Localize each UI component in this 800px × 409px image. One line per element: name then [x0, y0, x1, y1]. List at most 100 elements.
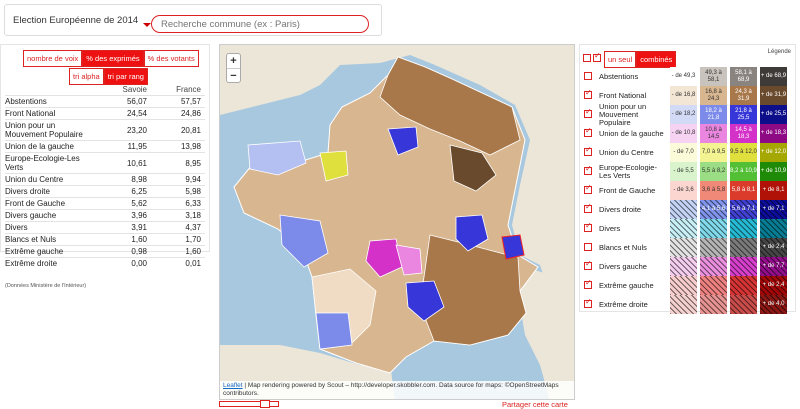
- legend-swatch: + de 12,0: [760, 143, 787, 162]
- local-value: 3,96: [97, 209, 151, 222]
- region-fn-north: [379, 56, 521, 156]
- legend-swatch: 49,3 à 58,1: [700, 67, 727, 86]
- search-input[interactable]: [151, 15, 369, 33]
- map-view[interactable]: + − Leaflet | Map rendering powered by S…: [219, 44, 575, 400]
- map-resize-handle[interactable]: [219, 400, 279, 408]
- check-all-checkbox[interactable]: [593, 51, 601, 62]
- legend-swatch: - de 5,5: [670, 162, 697, 181]
- party-label: Union de la gauche: [5, 140, 97, 153]
- region-ump-west: [247, 140, 307, 176]
- local-value: 1,60: [97, 233, 151, 246]
- party-label: Front de Gauche: [5, 197, 97, 210]
- legend-swatch: [730, 276, 757, 295]
- legend-swatch: + de 7,7: [760, 257, 787, 276]
- legend-checkbox[interactable]: [584, 126, 592, 137]
- election-selector[interactable]: Election Européenne de 2014: [13, 15, 152, 27]
- legend-checkbox[interactable]: [584, 72, 592, 80]
- legend-row: Europe-Ecologie-Les Verts - de 5,55,5 à 8…: [583, 162, 795, 181]
- zoom-in-button[interactable]: +: [230, 55, 237, 67]
- sort-alpha-button[interactable]: tri alpha: [69, 68, 104, 85]
- legend-swatch: 10,8 à 14,5: [700, 124, 727, 143]
- legend-checkbox[interactable]: [584, 221, 592, 232]
- legend-label: Union pour un Mouvement Populaire: [599, 101, 647, 127]
- legend-checkbox[interactable]: [584, 183, 592, 194]
- table-row: Extrême gauche 0,98 1,60: [5, 245, 205, 258]
- view-pct-votants-button[interactable]: % des votants: [143, 50, 199, 67]
- chevron-down-icon[interactable]: [143, 23, 152, 27]
- view-toggle: nombre de voix % des exprimés % des vota…: [23, 50, 199, 67]
- legend-swatch: [670, 219, 697, 238]
- local-value: 56,07: [97, 95, 151, 108]
- region-ump-center: [405, 280, 445, 322]
- italy-land: [520, 265, 574, 399]
- legend-checkbox[interactable]: [584, 145, 592, 156]
- party-label: Divers gauche: [5, 209, 97, 222]
- legend-label: Front de Gauche: [599, 185, 656, 195]
- zoom-out-button[interactable]: −: [227, 68, 240, 82]
- region-ump-southwest: [315, 312, 353, 350]
- region-ump-northeast: [387, 126, 419, 156]
- table-row: Front de Gauche 5,62 6,33: [5, 197, 205, 210]
- legend-checkbox[interactable]: [584, 107, 592, 118]
- legend-row: Union pour un Mouvement Populaire - de 18…: [583, 101, 795, 127]
- legend-checkbox[interactable]: [584, 243, 592, 251]
- legend-swatch: + de 8,1: [760, 181, 787, 200]
- legend-swatch: + de 4,0: [760, 295, 787, 314]
- national-value: 4,37: [151, 221, 205, 234]
- party-label: Abstentions: [5, 95, 97, 108]
- view-votes-button[interactable]: nombre de voix: [23, 50, 83, 67]
- legend-row: Divers droite 4,1 à 5,65,6 à 7,1+ de 7,1: [583, 200, 795, 219]
- share-map-link[interactable]: Partager cette carte: [502, 400, 568, 409]
- legend-swatch: [730, 257, 757, 276]
- national-value: 9,94: [151, 173, 205, 186]
- legend-label: Abstentions: [599, 71, 639, 81]
- local-value: 3,91: [97, 221, 151, 234]
- party-label: Divers: [5, 221, 97, 234]
- party-label: Divers droite: [5, 185, 97, 198]
- mode-combined-button[interactable]: combinés: [636, 51, 677, 68]
- legend-swatch: [730, 295, 757, 314]
- legend-row: Front National - de 16,816,8 à 24,324,3 à…: [583, 86, 795, 105]
- table-row: Extrême droite 0,00 0,01: [5, 257, 205, 269]
- uncheck-all-checkbox[interactable]: [583, 54, 591, 62]
- region-fn-southeast: [419, 234, 527, 346]
- column-header-local: Savoie: [122, 85, 147, 94]
- leaflet-link[interactable]: Leaflet: [223, 382, 243, 389]
- legend-checkbox[interactable]: [584, 297, 592, 308]
- national-value: 1,60: [151, 245, 205, 258]
- attribution-text: | Map rendering powered by Scout – http:…: [223, 382, 559, 397]
- view-pct-exprimes-button[interactable]: % des exprimés: [82, 50, 144, 67]
- legend-swatch: 5,5 à 8,2: [700, 162, 727, 181]
- local-value: 8,98: [97, 173, 151, 186]
- legend-swatch: [760, 219, 787, 238]
- legend-checkbox[interactable]: [584, 164, 592, 175]
- legend-swatch: - de 10,8: [670, 124, 697, 143]
- legend-checkbox[interactable]: [584, 202, 592, 213]
- legend-row: Union du Centre - de 7,07,0 à 9,59,5 à 12…: [583, 143, 795, 162]
- legend-row: Extrême gauche + de 2,4: [583, 276, 795, 295]
- legend-swatch: + de 18,3: [760, 124, 787, 143]
- sort-rank-button[interactable]: tri par rang: [103, 68, 148, 85]
- legend-checkbox[interactable]: [584, 88, 592, 99]
- resize-knob[interactable]: [260, 400, 270, 408]
- legend-swatch: 16,8 à 24,3: [700, 86, 727, 105]
- choropleth-map[interactable]: [220, 45, 575, 400]
- legend-swatch: [700, 238, 727, 257]
- election-label[interactable]: Election Européenne de 2014: [13, 15, 139, 26]
- national-value: 3,18: [151, 209, 205, 222]
- legend-swatch: 5,6 à 7,1: [730, 200, 757, 219]
- legend-link[interactable]: Légende: [767, 49, 791, 55]
- legend-checkbox[interactable]: [584, 278, 592, 289]
- mode-single-button[interactable]: un seul: [604, 51, 637, 68]
- legend-swatch: + de 2,4: [760, 276, 787, 295]
- region-fn-dark: [449, 144, 497, 192]
- legend-label: Blancs et Nuls: [599, 242, 647, 252]
- region-ps-light: [395, 244, 423, 276]
- legend-checkbox[interactable]: [584, 259, 592, 270]
- table-row: Union du Centre 8,98 9,94: [5, 173, 205, 186]
- table-row: Blancs et Nuls 1,60 1,70: [5, 233, 205, 246]
- legend-swatch: 5,8 à 8,1: [730, 181, 757, 200]
- legend-label: Extrême gauche: [599, 280, 654, 290]
- legend-swatch: 9,5 à 12,0: [730, 143, 757, 162]
- local-value: 24,54: [97, 107, 151, 120]
